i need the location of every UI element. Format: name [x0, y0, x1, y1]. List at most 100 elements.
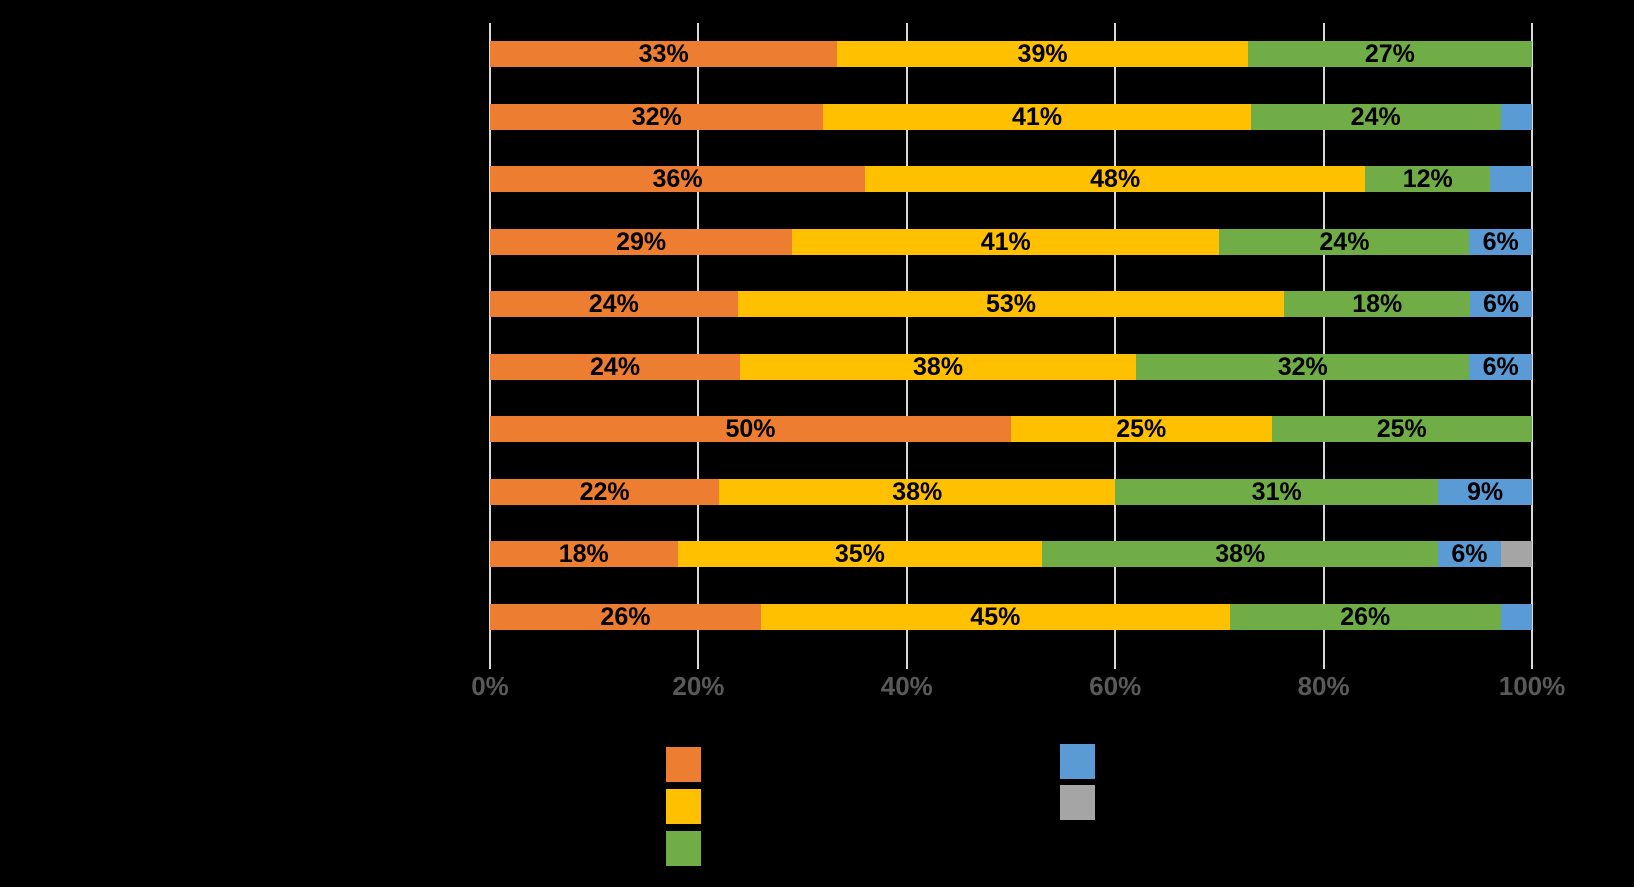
bar-value-label: 48%	[1090, 165, 1141, 194]
bar-segment-blue	[1500, 103, 1532, 130]
bar-segment-orange: 36%	[490, 165, 866, 194]
legend-swatch-green	[666, 831, 701, 866]
axis-tick-label: 40%	[880, 671, 933, 701]
bar-segment-orange: 22%	[490, 477, 720, 506]
plot-area: 33% 39% 27% 32% 41% 24% 36% 48% 12% 29% 41% 24% 6% 24…	[489, 23, 1533, 648]
bar-segment-blue	[1490, 166, 1532, 193]
gridline-40	[905, 23, 908, 648]
bar-segment-blue: 6%	[1469, 352, 1532, 381]
bar-value-label: 29%	[616, 227, 667, 256]
bar-segment-yellow: 53%	[737, 290, 1285, 319]
bar-segment-blue	[1500, 603, 1532, 630]
bar-row: 24% 53% 18% 6%	[490, 290, 1532, 319]
bar-segment-yellow: 38%	[740, 352, 1137, 381]
bar-segment-orange: 33%	[490, 40, 838, 69]
bar-segment-yellow: 41%	[823, 102, 1251, 131]
bar-value-label: 27%	[1364, 40, 1415, 69]
bar-segment-green: 27%	[1247, 40, 1532, 69]
bar-value-label: 41%	[1012, 102, 1063, 131]
bar-row: 32% 41% 24%	[490, 102, 1532, 131]
bar-segment-green: 18%	[1284, 291, 1471, 318]
axis-tick	[489, 648, 491, 669]
legend-swatch-gray	[1060, 785, 1095, 820]
bar-value-label: 31%	[1251, 477, 1302, 506]
bar-value-label: 25%	[1116, 415, 1167, 444]
gridline-0	[489, 23, 491, 648]
gridline-20	[697, 23, 700, 648]
bar-segment-gray	[1500, 541, 1532, 568]
gridline-80	[1322, 23, 1325, 648]
bar-segment-yellow: 45%	[760, 602, 1230, 631]
axis-tick-label: 80%	[1297, 671, 1350, 701]
bar-segment-green: 31%	[1115, 477, 1439, 506]
bar-segment-green: 12%	[1365, 165, 1491, 194]
bar-value-label: 38%	[1215, 540, 1266, 569]
bar-row: 36% 48% 12%	[490, 165, 1532, 194]
bar-value-label: 26%	[1340, 602, 1391, 631]
bar-segment-blue: 6%	[1470, 291, 1532, 318]
gridline-60	[1114, 23, 1117, 648]
axis-tick	[697, 648, 700, 669]
bar-segment-yellow: 48%	[865, 165, 1366, 194]
bar-segment-yellow: 38%	[719, 477, 1116, 506]
bar-value-label: 24%	[588, 290, 639, 319]
legend-swatch-yellow	[666, 789, 701, 824]
bar-value-label: 33%	[638, 40, 689, 69]
bar-value-label: 35%	[834, 540, 885, 569]
axis-tick-label: 20%	[672, 671, 725, 701]
bar-segment-yellow: 25%	[1011, 415, 1272, 444]
axis-tick-label: 60%	[1089, 671, 1142, 701]
bar-row: 26% 45% 26%	[490, 602, 1532, 631]
bar-value-label: 32%	[1277, 352, 1328, 381]
bar-segment-orange: 24%	[490, 290, 738, 319]
legend-swatch-blue	[1060, 744, 1095, 779]
bar-value-label: 26%	[600, 602, 651, 631]
bar-segment-yellow: 35%	[677, 540, 1043, 569]
bar-segment-orange: 24%	[490, 352, 741, 381]
bar-segment-green: 24%	[1219, 227, 1470, 256]
bar-value-label: 22%	[579, 477, 630, 506]
bar-segment-orange: 18%	[490, 540, 678, 569]
bar-segment-green: 24%	[1250, 102, 1501, 131]
category-labels-area	[0, 23, 490, 648]
bar-segment-green: 32%	[1136, 352, 1470, 381]
bar-value-label: 18%	[558, 540, 609, 569]
bar-value-label: 38%	[913, 352, 964, 381]
bar-segment-orange: 50%	[490, 415, 1011, 444]
bar-segment-orange: 29%	[490, 227, 793, 256]
axis-tick-label: 100%	[1498, 671, 1566, 701]
legend-swatch-orange	[666, 747, 701, 782]
bar-row: 22% 38% 31% 9%	[490, 477, 1532, 506]
bar-segment-yellow: 39%	[837, 41, 1248, 68]
bar-value-label: 6%	[1451, 540, 1488, 569]
bar-segment-yellow: 41%	[792, 228, 1220, 255]
axis-tick	[1531, 648, 1533, 669]
axis-tick	[1114, 648, 1117, 669]
bar-segment-orange: 32%	[490, 103, 824, 130]
bar-segment-blue: 9%	[1438, 477, 1532, 506]
bar-value-label: 24%	[1319, 227, 1370, 256]
bar-value-label: 36%	[652, 165, 703, 194]
bar-segment-green: 25%	[1271, 415, 1532, 444]
bar-value-label: 24%	[590, 352, 641, 381]
bar-value-label: 38%	[892, 477, 943, 506]
bar-value-label: 50%	[725, 415, 776, 444]
bar-row: 24% 38% 32% 6%	[490, 352, 1532, 381]
bar-value-label: 45%	[970, 602, 1021, 631]
bar-segment-blue: 6%	[1469, 227, 1532, 256]
bar-value-label: 12%	[1402, 165, 1453, 194]
bar-segment-orange: 26%	[490, 602, 761, 631]
bar-value-label: 9%	[1467, 477, 1504, 506]
axis-tick	[905, 648, 908, 669]
bar-value-label: 25%	[1376, 415, 1427, 444]
bar-row: 33% 39% 27%	[490, 40, 1532, 69]
axis-tick	[1322, 648, 1325, 669]
bar-value-label: 6%	[1482, 227, 1519, 256]
bar-segment-blue: 6%	[1438, 540, 1501, 569]
bar-row: 18% 35% 38% 6%	[490, 540, 1532, 569]
bar-value-label: 24%	[1350, 102, 1401, 131]
bar-row: 29% 41% 24% 6%	[490, 227, 1532, 256]
bar-value-label: 53%	[985, 290, 1036, 319]
gridline-100	[1531, 23, 1533, 648]
bar-value-label: 6%	[1482, 352, 1519, 381]
